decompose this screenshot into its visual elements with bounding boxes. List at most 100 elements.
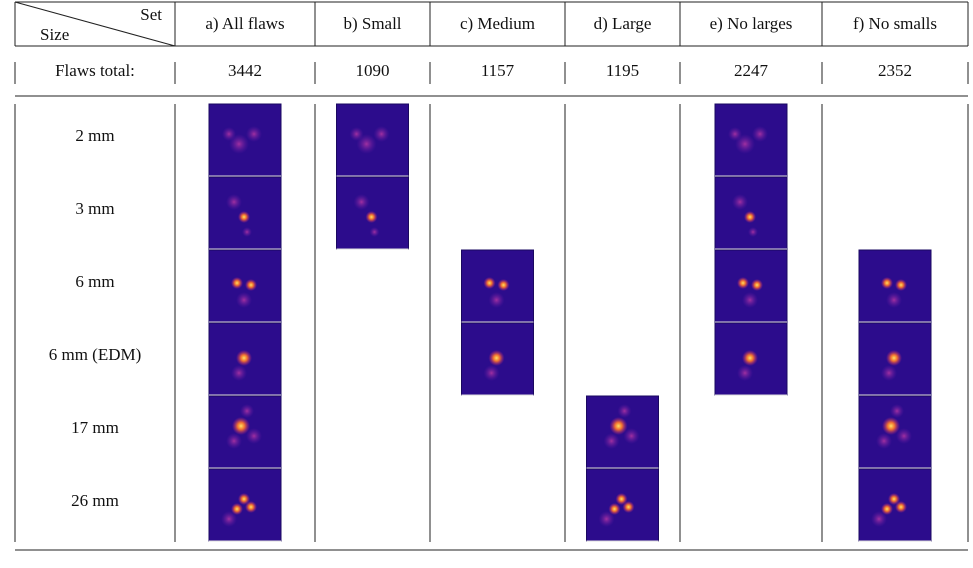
heatmap-blob [236, 350, 252, 366]
heatmap-blob [618, 404, 632, 418]
total-value: 3442 [228, 61, 262, 80]
heatmap-background [462, 250, 534, 322]
row-label: 26 mm [71, 491, 119, 510]
heatmap-blob [886, 292, 902, 308]
column-header: c) Medium [460, 14, 535, 33]
heatmap-blob [742, 292, 758, 308]
heatmap-background [715, 250, 787, 322]
heatmap-image [715, 104, 787, 176]
heatmap-blob [748, 227, 758, 237]
heatmap-blob [226, 194, 242, 210]
heatmap-blob [489, 292, 505, 308]
heatmap-blob [616, 493, 628, 505]
column-header: e) No larges [710, 14, 793, 33]
total-value: 2247 [734, 61, 769, 80]
heatmap-blob [744, 211, 756, 223]
totals-label: Flaws total: [55, 61, 135, 80]
heatmap-blob [484, 365, 500, 381]
column-header: f) No smalls [853, 14, 937, 33]
heatmap-blob [890, 404, 904, 418]
heatmap-blob [732, 194, 748, 210]
heatmap-image [715, 323, 787, 395]
heatmap-blob [240, 404, 254, 418]
heatmap-image [587, 396, 659, 468]
heatmap-blob [876, 433, 892, 449]
heatmap-blob [354, 194, 370, 210]
total-value: 1090 [356, 61, 390, 80]
heatmap-blob [881, 365, 897, 381]
heatmap-blob [366, 211, 378, 223]
heatmap-image [209, 469, 281, 541]
heatmap-blob [242, 227, 252, 237]
heatmap-image [715, 250, 787, 322]
heatmap-blob [737, 277, 749, 289]
total-value: 1157 [481, 61, 515, 80]
heatmap-image [859, 323, 931, 395]
heatmap-blob [888, 493, 900, 505]
heatmap-image [209, 396, 281, 468]
heatmap-image [337, 104, 409, 176]
heatmap-background [859, 469, 931, 541]
column-header: a) All flaws [205, 14, 284, 33]
heatmap-blob [881, 277, 893, 289]
column-header: d) Large [594, 14, 652, 33]
page: Set Size Flaws total: a) All flaws 3442 b)… [0, 0, 973, 568]
row-label: 17 mm [71, 418, 119, 437]
heatmap-blob [895, 279, 907, 291]
heatmap-background [859, 250, 931, 322]
heatmap-image [859, 396, 931, 468]
heatmap-image [209, 323, 281, 395]
heatmap-blob [245, 279, 257, 291]
heatmap-background [587, 469, 659, 541]
heatmap-blob [238, 211, 250, 223]
heatmap-background [209, 469, 281, 541]
heatmap-blob [226, 433, 242, 449]
heatmap-blob [231, 277, 243, 289]
row-label: 2 mm [75, 126, 114, 145]
corner-top: Set [140, 5, 162, 24]
heatmap-image [337, 177, 409, 249]
heatmap-blob [737, 365, 753, 381]
heatmap-blob [484, 277, 496, 289]
heatmap-image [462, 323, 534, 395]
heatmap-blob [222, 127, 236, 141]
heatmap-image [859, 250, 931, 322]
heatmap-image [462, 250, 534, 322]
total-value: 2352 [878, 61, 912, 80]
heatmap-blob [221, 511, 237, 527]
heatmap-blob [498, 279, 510, 291]
heatmap-blob [604, 433, 620, 449]
heatmap-blob [350, 127, 364, 141]
heatmap-blob [246, 428, 262, 444]
row-label: 6 mm (EDM) [49, 345, 142, 364]
heatmap-blob [236, 292, 252, 308]
heatmap-image [715, 177, 787, 249]
heatmap-image [859, 469, 931, 541]
heatmap-image [587, 469, 659, 541]
total-value: 1195 [606, 61, 639, 80]
heatmap-blob [370, 227, 380, 237]
row-label: 6 mm [75, 272, 114, 291]
heatmap-blob [624, 428, 640, 444]
heatmap-image [209, 250, 281, 322]
row-label: 3 mm [75, 199, 114, 218]
heatmap-background [209, 250, 281, 322]
heatmap-image [209, 177, 281, 249]
heatmap-blob [742, 350, 758, 366]
heatmap-blob [751, 279, 763, 291]
heatmap-blob [871, 511, 887, 527]
column-header: b) Small [343, 14, 401, 33]
heatmap-blob [238, 493, 250, 505]
heatmap-blob [896, 428, 912, 444]
heatmap-blob [489, 350, 505, 366]
table: Set Size Flaws total: a) All flaws 3442 b)… [0, 0, 973, 563]
heatmap-blob [231, 365, 247, 381]
heatmap-blob [374, 126, 390, 142]
heatmap-blob [886, 350, 902, 366]
heatmap-blob [752, 126, 768, 142]
corner-bottom: Size [40, 25, 69, 44]
heatmap-blob [728, 127, 742, 141]
heatmap-blob [246, 126, 262, 142]
heatmap-blob [599, 511, 615, 527]
heatmap-image [209, 104, 281, 176]
